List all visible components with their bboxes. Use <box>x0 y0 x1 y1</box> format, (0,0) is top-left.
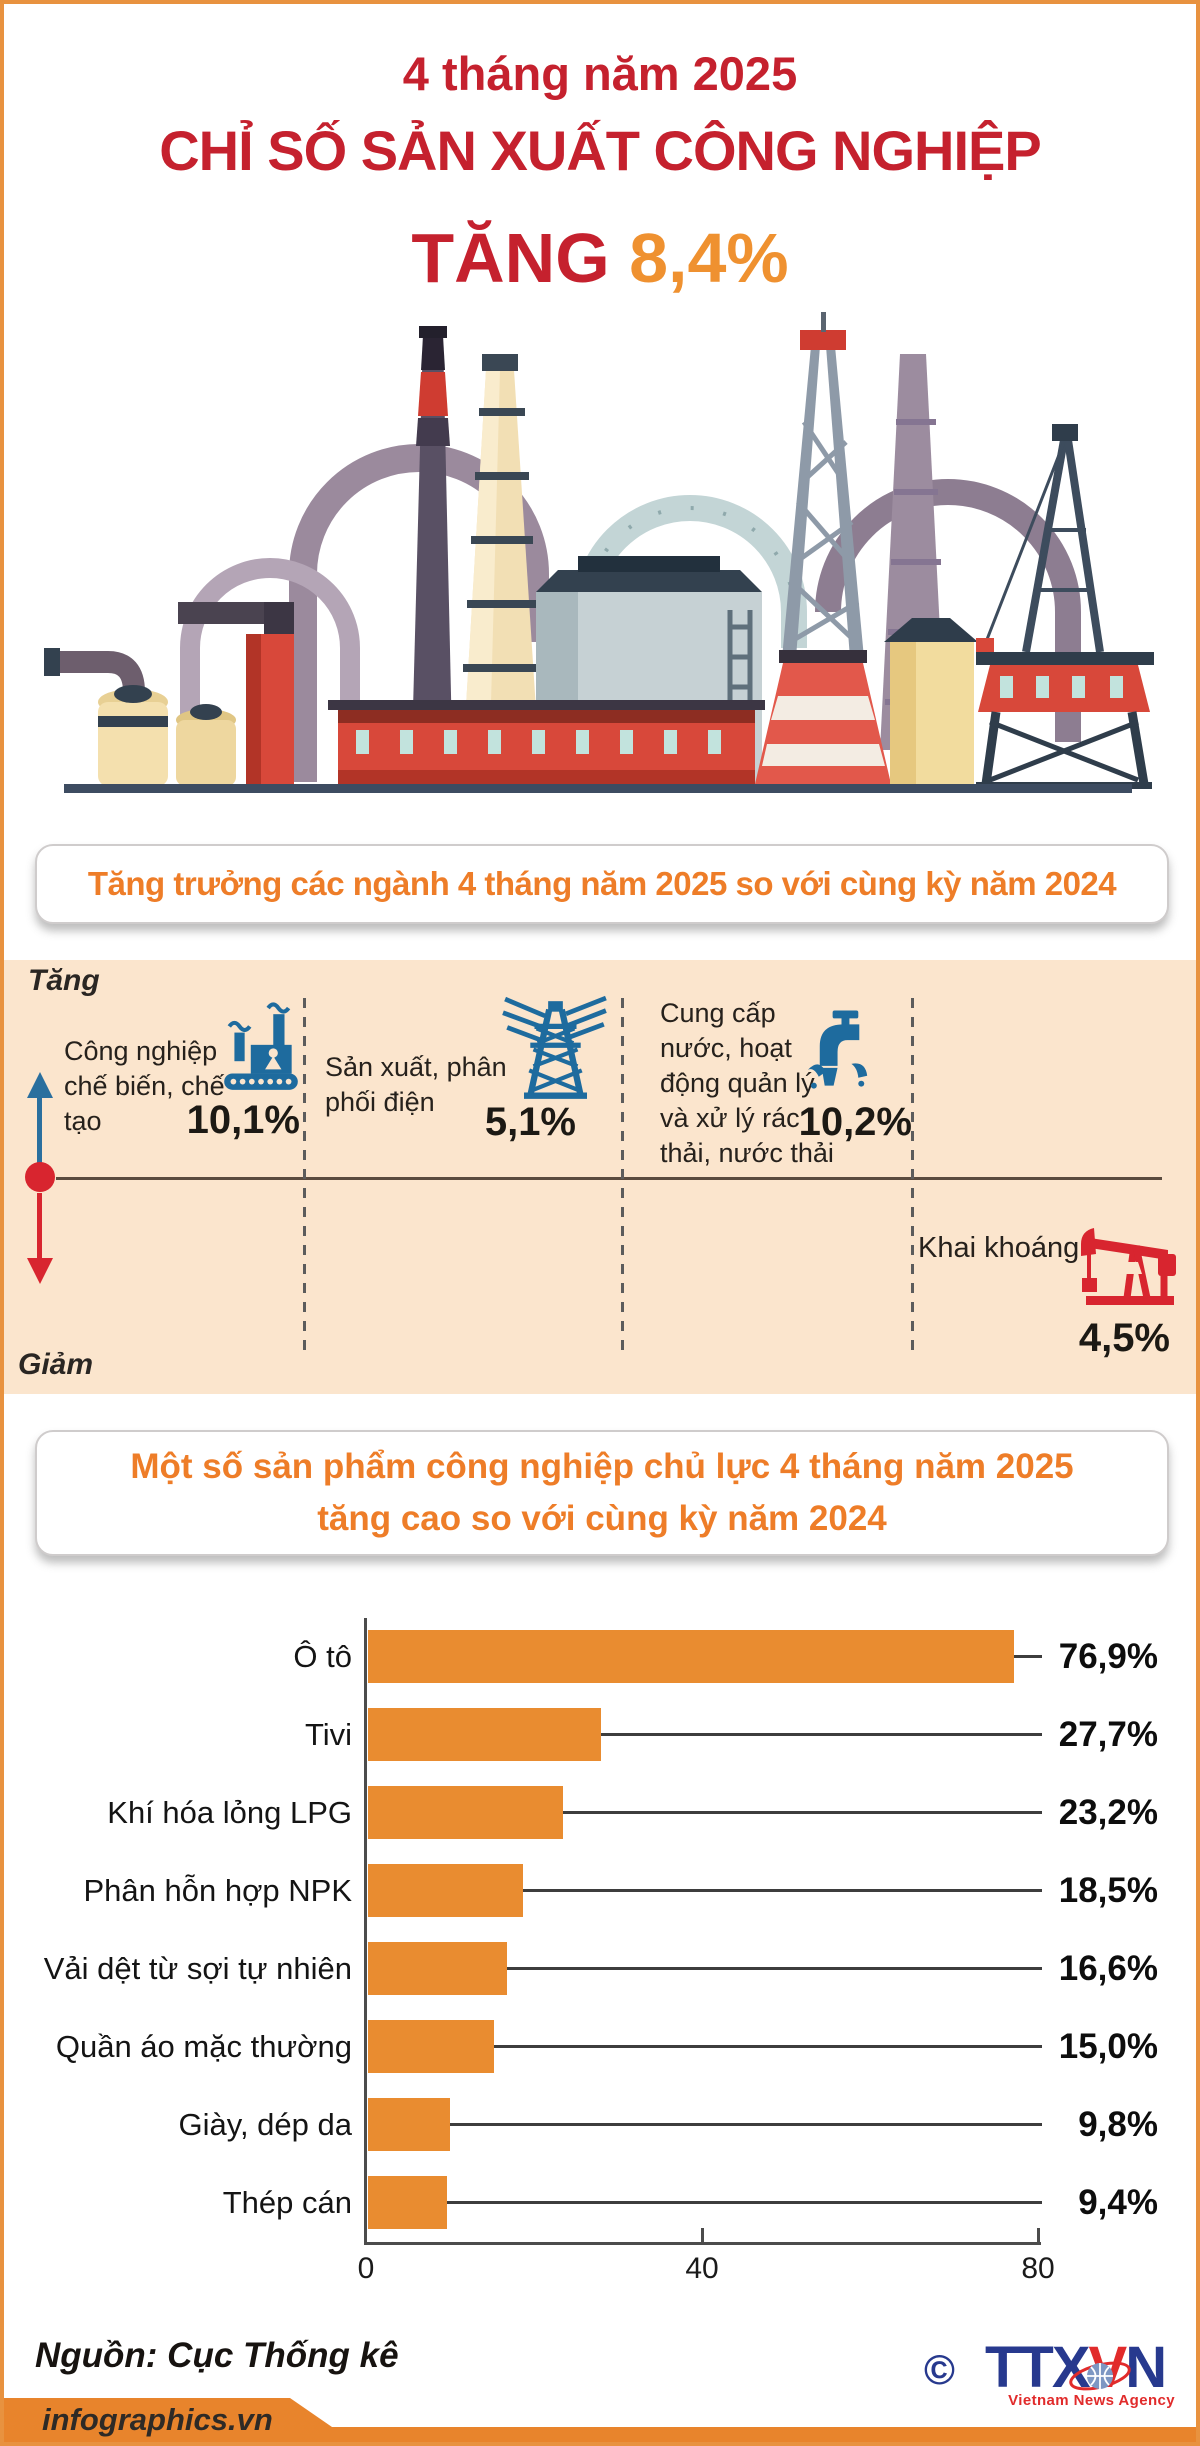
x-axis-tick-mark <box>1036 2228 1040 2242</box>
growth-value: 8,4% <box>629 219 789 297</box>
down-arrow-icon <box>27 1258 53 1284</box>
industry-value-water: 10,2% <box>798 1100 912 1144</box>
bar-row: Ô tô 76,9% <box>0 1630 1200 1683</box>
bar-row: Khí hóa lỏng LPG 23,2% <box>0 1786 1200 1839</box>
column-separator <box>911 998 914 1352</box>
chart-x-axis <box>364 2242 1041 2245</box>
section1-banner-text: Tăng trưởng các ngành 4 tháng năm 2025 s… <box>87 865 1117 902</box>
bar <box>368 2098 450 2151</box>
section1-banner: Tăng trưởng các ngành 4 tháng năm 2025 s… <box>35 844 1169 924</box>
logo-ttx: TTX <box>985 2335 1091 2400</box>
axis-down-label: Giảm <box>18 1348 94 1381</box>
bar-category-label: Thép cán <box>222 2185 352 2220</box>
axis-baseline <box>56 1177 1162 1180</box>
factory-icon <box>224 1002 298 1090</box>
logo-n: N <box>1125 2335 1167 2400</box>
axis-origin-dot <box>25 1162 55 1192</box>
logo-subtitle: Vietnam News Agency <box>1008 2392 1175 2409</box>
bar <box>368 1786 563 1839</box>
bar-value-label: 18,5% <box>1058 1871 1158 1910</box>
period-subtitle: 4 tháng năm 2025 <box>402 47 798 100</box>
bar-connector-line <box>1014 1655 1042 1658</box>
bar <box>368 1864 523 1917</box>
bar-value-label: 9,4% <box>1078 2183 1158 2222</box>
footer-band <box>0 2398 1200 2446</box>
industry-label-water: Cung cấp nước, hoạt động quản lý và xử l… <box>660 998 834 1169</box>
bar-category-label: Quần áo mặc thường <box>55 2029 352 2064</box>
bar-row: Thép cán 9,4% <box>0 2176 1200 2229</box>
bar-row: Vải dệt từ sợi tự nhiên 16,6% <box>0 1942 1200 1995</box>
bar-value-label: 9,8% <box>1078 2105 1158 2144</box>
bar-value-label: 16,6% <box>1058 1949 1158 1988</box>
bar-value-label: 15,0% <box>1058 2027 1158 2066</box>
bar-connector-line <box>507 1967 1042 1970</box>
bar-row: Giày, dép da 9,8% <box>0 2098 1200 2151</box>
industry-value-electricity: 5,1% <box>484 1100 576 1144</box>
bar <box>368 2020 494 2073</box>
x-axis-tick-label: 40 <box>685 2252 719 2285</box>
section2-banner-line1: Một số sản phẩm công nghiệp chủ lực 4 th… <box>130 1446 1074 1486</box>
bar-connector-line <box>494 2045 1042 2048</box>
bar-row: Quần áo mặc thường 15,0% <box>0 2020 1200 2073</box>
bar <box>368 1630 1014 1683</box>
column-separator <box>303 998 306 1352</box>
industry-value-manufacturing: 10,1% <box>186 1098 300 1142</box>
bar <box>368 1942 507 1995</box>
bar-value-label: 76,9% <box>1058 1637 1158 1676</box>
bar-row: Phân hỗn hợp NPK 18,5% <box>0 1864 1200 1917</box>
chart-y-axis <box>364 1618 367 2245</box>
site-name: infographics.vn <box>42 2402 273 2437</box>
bar-category-label: Tivi <box>304 1717 352 1752</box>
bar-category-label: Khí hóa lỏng LPG <box>107 1795 352 1830</box>
bar-value-label: 23,2% <box>1058 1793 1158 1832</box>
bar-connector-line <box>523 1889 1042 1892</box>
water-tap-icon <box>807 1010 868 1089</box>
industry-label-electricity: Sản xuất, phân phối điện <box>325 1052 507 1118</box>
page-title: CHỈ SỐ SẢN XUẤT CÔNG NGHIỆP <box>159 119 1042 182</box>
power-tower-icon <box>502 995 607 1099</box>
bar-connector-line <box>450 2123 1042 2126</box>
bar-category-label: Ô tô <box>293 1639 352 1674</box>
copyright-icon: © <box>924 2346 955 2393</box>
column-separator <box>621 998 624 1352</box>
bar <box>368 2176 447 2229</box>
industry-value-mining: 4,5% <box>1078 1316 1170 1360</box>
bar-value-label: 27,7% <box>1058 1715 1158 1754</box>
x-axis-tick-label: 0 <box>357 2252 375 2285</box>
x-axis-tick-mark <box>700 2228 704 2242</box>
up-axis-line <box>37 1097 42 1165</box>
bar-connector-line <box>601 1733 1042 1736</box>
bar-category-label: Vải dệt từ sợi tự nhiên <box>43 1951 352 1986</box>
growth-prefix: TĂNG <box>411 219 610 297</box>
section2-banner: Một số sản phẩm công nghiệp chủ lực 4 th… <box>35 1430 1169 1556</box>
industry-label-mining: Khai khoáng <box>918 1232 1080 1264</box>
source-credit: Nguồn: Cục Thống kê <box>35 2336 399 2375</box>
bar-row: Tivi 27,7% <box>0 1708 1200 1761</box>
industry-label-manufacturing: Công nghiệp chế biến, chế tạo <box>64 1036 225 1137</box>
bar-category-label: Phân hỗn hợp NPK <box>83 1873 352 1908</box>
bar-category-label: Giày, dép da <box>178 2107 352 2142</box>
axis-up-label: Tăng <box>28 964 100 997</box>
bar-chart: Ô tô 76,9% Tivi 27,7% Khí hóa lỏng LPG 23,2% P… <box>0 1630 1200 2242</box>
bar-connector-line <box>563 1811 1042 1814</box>
x-axis-tick-label: 80 <box>1021 2252 1055 2285</box>
globe-icon <box>1069 2361 1131 2391</box>
section2-banner-line2: tăng cao so với cùng kỳ năm 2024 <box>317 1499 887 1538</box>
bar <box>368 1708 601 1761</box>
up-arrow-icon <box>27 1072 53 1098</box>
factory-illustration <box>44 312 1154 793</box>
down-axis-line <box>37 1193 42 1258</box>
oil-pump-icon <box>1081 1228 1176 1305</box>
bar-connector-line <box>447 2201 1042 2204</box>
growth-headline: TĂNG 8,4% <box>0 218 1200 298</box>
